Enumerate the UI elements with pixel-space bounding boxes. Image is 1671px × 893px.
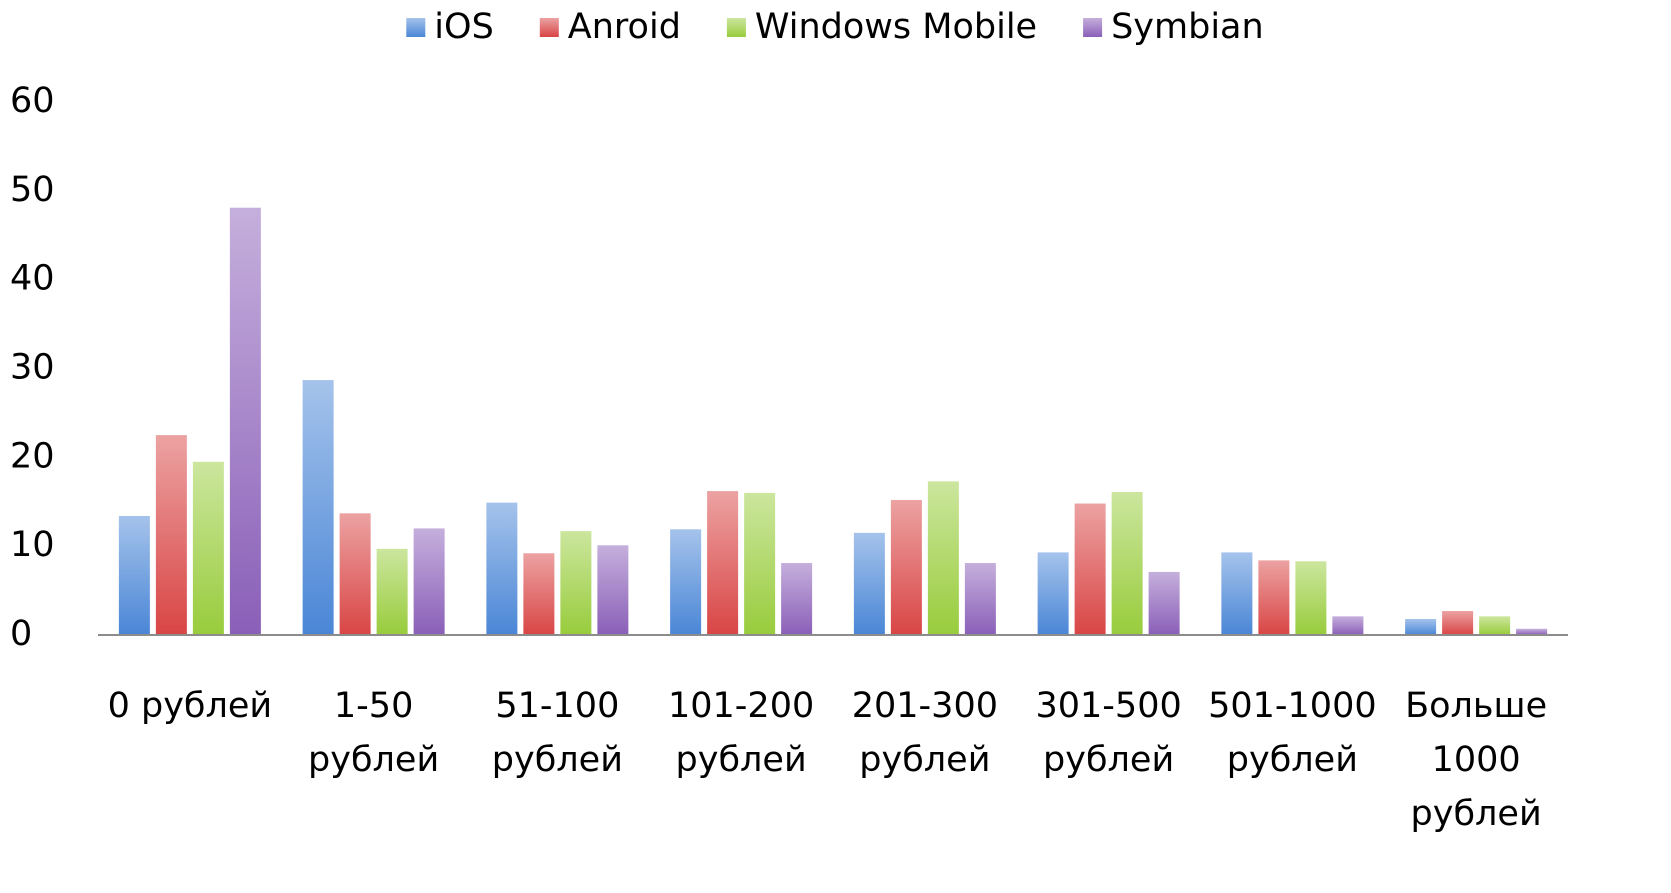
x-tick-label: рублей: [1043, 740, 1174, 780]
bar: [1037, 552, 1069, 635]
legend-label: iOS: [434, 7, 494, 47]
bar: [1148, 571, 1180, 635]
bar: [927, 481, 959, 635]
x-tick-label: Больше: [1405, 686, 1547, 726]
x-tick-label: 101-200: [668, 686, 814, 726]
legend-label: Anroid: [568, 7, 681, 47]
bar: [890, 499, 922, 635]
bar: [413, 528, 445, 635]
legend: iOS Anroid Windows Mobile Symbian: [406, 7, 1264, 47]
y-tick-label: 60: [10, 81, 55, 121]
bar: [1332, 616, 1364, 635]
legend-label: Windows Mobile: [755, 7, 1037, 47]
x-tick-label: 1000: [1432, 740, 1521, 780]
x-tick-label: 301-500: [1036, 686, 1182, 726]
bar: [302, 380, 334, 635]
legend-swatch: [406, 18, 426, 37]
bar: [118, 515, 150, 635]
y-tick-label: 40: [10, 259, 55, 299]
x-tick-label: 201-300: [852, 686, 998, 726]
bar: [229, 207, 261, 635]
bar: [155, 435, 187, 635]
bar: [1111, 491, 1143, 635]
bar: [192, 461, 224, 635]
bar: [376, 548, 408, 635]
bar: [707, 491, 739, 635]
bar: [964, 563, 996, 635]
y-tick-label: 10: [10, 525, 55, 565]
bar: [744, 492, 776, 635]
x-tick-label: рублей: [1227, 740, 1358, 780]
x-tick-label: рублей: [676, 740, 807, 780]
x-tick-label: 1-50: [334, 686, 413, 726]
y-tick-label: 30: [10, 348, 55, 388]
legend-swatch: [726, 18, 746, 37]
bar: [339, 513, 371, 635]
bar: [1295, 561, 1327, 635]
bar: [1479, 616, 1511, 635]
bar: [1258, 560, 1290, 635]
y-tick-label: 20: [10, 436, 55, 476]
bar: [1074, 503, 1106, 635]
bar: [853, 532, 885, 635]
x-tick-label: 0 рублей: [108, 686, 273, 726]
bar: [523, 553, 555, 635]
legend-label: Symbian: [1111, 7, 1264, 47]
bar: [560, 531, 592, 635]
y-tick-label: 50: [10, 170, 55, 210]
bar: [670, 529, 702, 635]
legend-swatch: [1083, 18, 1103, 37]
x-tick-label: рублей: [1411, 794, 1542, 834]
legend-swatch: [539, 18, 559, 37]
x-tick-label: рублей: [492, 740, 623, 780]
x-tick-label: рублей: [859, 740, 990, 780]
bar: [1221, 552, 1253, 635]
bar: [1405, 619, 1437, 635]
bar: [597, 545, 629, 635]
x-tick-label: рублей: [308, 740, 439, 780]
y-tick-label: 0: [10, 614, 32, 654]
bar: [1516, 628, 1548, 635]
bar: [781, 563, 813, 635]
x-tick-label: 51-100: [495, 686, 619, 726]
x-tick-label: 501-1000: [1208, 686, 1377, 726]
bar: [486, 502, 518, 635]
bar: [1442, 611, 1474, 635]
